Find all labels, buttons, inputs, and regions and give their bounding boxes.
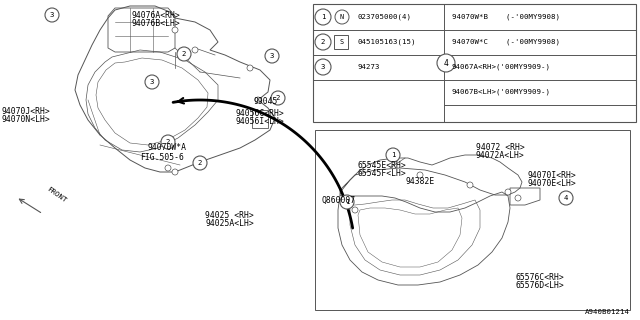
Text: 1: 1 [345,199,349,205]
Text: N: N [340,14,344,20]
Text: 94070I<RH>: 94070I<RH> [528,171,577,180]
Text: FIG.505-6: FIG.505-6 [140,153,184,162]
Text: 94025 <RH>: 94025 <RH> [205,211,253,220]
Circle shape [255,97,261,103]
Circle shape [352,207,358,213]
Circle shape [165,165,171,171]
Circle shape [193,156,207,170]
Text: 2: 2 [182,51,186,57]
Text: 65545E<RH>: 65545E<RH> [358,161,407,170]
Text: 2: 2 [198,160,202,166]
Bar [315,130,630,310]
Text: 94056I<LH>: 94056I<LH> [235,116,284,125]
Circle shape [172,169,178,175]
Text: A940B01214: A940B01214 [585,309,630,315]
Circle shape [515,195,521,201]
Text: 94025A<LH>: 94025A<LH> [205,219,253,228]
Text: Q860007: Q860007 [322,196,356,204]
Circle shape [271,91,285,105]
Circle shape [172,27,178,33]
Bar [313,4,636,122]
Text: 1: 1 [321,14,325,20]
Text: 65576C<RH>: 65576C<RH> [516,274,564,283]
Text: 94273: 94273 [358,64,381,70]
Circle shape [161,135,175,149]
Text: 94070W*A: 94070W*A [148,143,187,153]
Text: 94076A<RH>: 94076A<RH> [132,11,180,20]
Circle shape [335,10,349,24]
Text: 2: 2 [166,139,170,145]
Text: 99045: 99045 [253,98,277,107]
Text: 3: 3 [150,79,154,85]
Text: 4: 4 [444,59,449,68]
Circle shape [177,47,191,61]
Text: 94070E<LH>: 94070E<LH> [528,179,577,188]
Circle shape [247,65,253,71]
Text: 94382E: 94382E [405,178,435,187]
Text: 94070W*C    (-'00MY9908): 94070W*C (-'00MY9908) [452,39,560,45]
Circle shape [192,47,198,53]
Text: 94070N<LH>: 94070N<LH> [2,116,51,124]
Text: 045105163(15): 045105163(15) [358,39,417,45]
Circle shape [505,189,511,195]
Text: 94070W*B    (-'00MY9908): 94070W*B (-'00MY9908) [452,14,560,20]
Text: 94067A<RH>('00MY9909-): 94067A<RH>('00MY9909-) [452,64,551,70]
Text: 94076B<LH>: 94076B<LH> [132,19,180,28]
Circle shape [340,195,354,209]
Text: 4: 4 [564,195,568,201]
Text: 3: 3 [321,64,325,70]
Text: S: S [339,39,343,45]
Circle shape [417,172,423,178]
Circle shape [386,148,400,162]
Text: 3: 3 [269,53,275,59]
Circle shape [45,8,59,22]
Text: 94056C<RH>: 94056C<RH> [235,108,284,117]
Text: 2: 2 [321,39,325,45]
Text: 023705000(4): 023705000(4) [358,14,412,20]
Bar [334,35,348,49]
Circle shape [315,9,331,25]
Text: 94070J<RH>: 94070J<RH> [2,108,51,116]
Circle shape [315,34,331,50]
Circle shape [315,59,331,75]
Text: 3: 3 [50,12,54,18]
Circle shape [467,182,473,188]
Text: 2: 2 [276,95,280,101]
Text: 94072 <RH>: 94072 <RH> [476,143,525,153]
Circle shape [345,199,351,205]
Circle shape [145,75,159,89]
Text: 1: 1 [391,152,396,158]
Text: 94072A<LH>: 94072A<LH> [476,151,525,161]
Circle shape [559,191,573,205]
Circle shape [437,54,455,72]
Circle shape [265,49,279,63]
Text: 65545F<LH>: 65545F<LH> [358,169,407,178]
Text: 94067B<LH>('00MY9909-): 94067B<LH>('00MY9909-) [452,89,551,95]
Text: 65576D<LH>: 65576D<LH> [516,282,564,291]
Text: FRONT: FRONT [46,186,68,204]
